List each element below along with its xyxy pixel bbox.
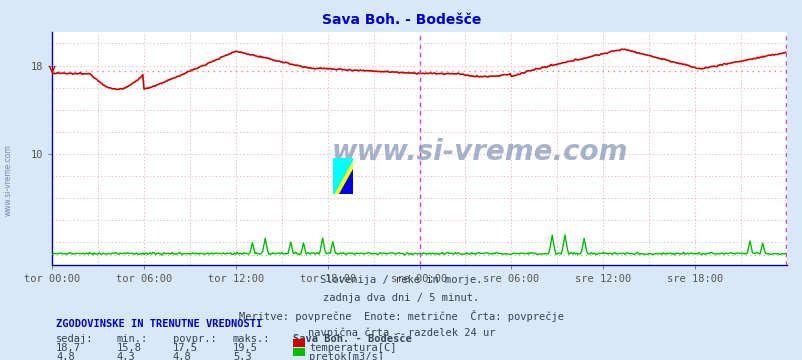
Text: Sava Boh. - Bodešče: Sava Boh. - Bodešče <box>293 334 411 344</box>
Text: Slovenija / reke in morje.: Slovenija / reke in morje. <box>320 275 482 285</box>
Text: povpr.:: povpr.: <box>172 334 216 344</box>
Text: 4,8: 4,8 <box>172 352 191 360</box>
Polygon shape <box>338 169 353 194</box>
Text: navpična črta - razdelek 24 ur: navpična črta - razdelek 24 ur <box>307 327 495 338</box>
Text: www.si-vreme.com: www.si-vreme.com <box>3 144 13 216</box>
Text: zadnja dva dni / 5 minut.: zadnja dva dni / 5 minut. <box>323 293 479 303</box>
Text: 4,8: 4,8 <box>56 352 75 360</box>
Text: www.si-vreme.com: www.si-vreme.com <box>331 138 627 166</box>
Text: sedaj:: sedaj: <box>56 334 94 344</box>
Text: temperatura[C]: temperatura[C] <box>309 343 396 353</box>
Text: 15,8: 15,8 <box>116 343 141 353</box>
Text: maks.:: maks.: <box>233 334 270 344</box>
Text: Sava Boh. - Bodešče: Sava Boh. - Bodešče <box>322 13 480 27</box>
Polygon shape <box>333 158 353 194</box>
Polygon shape <box>333 158 353 194</box>
Text: 19,5: 19,5 <box>233 343 257 353</box>
Text: 18,7: 18,7 <box>56 343 81 353</box>
Text: Meritve: povprečne  Enote: metrične  Črta: povprečje: Meritve: povprečne Enote: metrične Črta:… <box>239 310 563 322</box>
Text: ZGODOVINSKE IN TRENUTNE VREDNOSTI: ZGODOVINSKE IN TRENUTNE VREDNOSTI <box>56 319 262 329</box>
Text: pretok[m3/s]: pretok[m3/s] <box>309 352 383 360</box>
Text: 5,3: 5,3 <box>233 352 251 360</box>
Text: 4,3: 4,3 <box>116 352 135 360</box>
Text: min.:: min.: <box>116 334 148 344</box>
Text: 17,5: 17,5 <box>172 343 197 353</box>
